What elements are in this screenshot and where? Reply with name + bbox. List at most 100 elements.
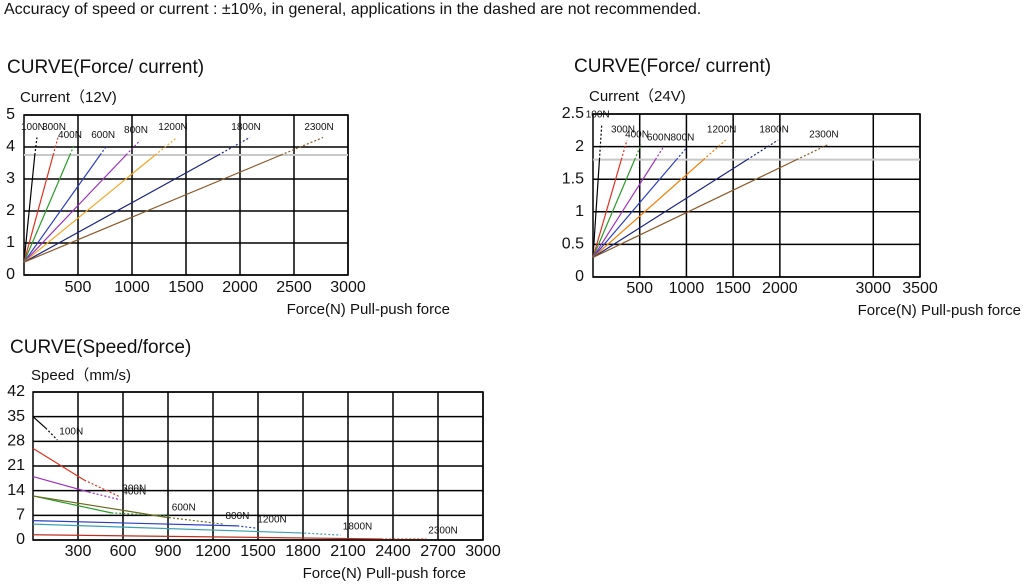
- series-label: 800N: [226, 511, 250, 522]
- y-tick-label: 42: [7, 383, 25, 400]
- series-line: [23, 154, 127, 263]
- series-label: 2300N: [809, 129, 838, 140]
- y-tick-label: 5: [6, 106, 15, 123]
- series-line: [32, 416, 47, 429]
- y-tick-label: 35: [7, 408, 25, 425]
- series-label: 600N: [91, 130, 115, 141]
- y-tick-label: 2: [6, 202, 15, 219]
- series-line: [45, 427, 58, 441]
- series-line: [300, 532, 341, 536]
- series-line: [69, 145, 75, 156]
- x-tick-label: 3000: [330, 279, 366, 296]
- series-line: [592, 159, 748, 258]
- series-line: [592, 159, 636, 258]
- series-line: [592, 159, 656, 258]
- series-label: 300N: [122, 484, 146, 495]
- x-tick-label: 1800: [285, 543, 321, 560]
- series-line: [598, 125, 603, 160]
- series-line: [125, 140, 141, 156]
- y-tick-label: 0: [16, 531, 25, 548]
- x-tick-label: 1500: [240, 543, 276, 560]
- series-label: 2300N: [428, 526, 457, 537]
- y-tick-label: 1: [6, 234, 15, 251]
- y-tick-label: 0: [575, 268, 584, 285]
- series-line: [675, 147, 687, 161]
- y-tick-label: 0.5: [562, 236, 584, 253]
- y-tick-label: 7: [16, 507, 25, 524]
- series-line: [746, 139, 779, 161]
- series-line: [23, 154, 36, 263]
- series-line: [634, 144, 642, 160]
- series-label: 100N: [586, 110, 610, 121]
- series-line: [23, 154, 54, 263]
- series-label: 1800N: [759, 125, 788, 136]
- x-tick-label: 2500: [276, 279, 312, 296]
- series-label: 300N: [611, 125, 635, 136]
- series-line: [592, 159, 677, 258]
- y-tick-label: 3: [6, 170, 15, 187]
- series-line: [32, 447, 85, 481]
- y-tick-label: 14: [7, 482, 25, 499]
- y-tick-label: 2: [575, 138, 584, 155]
- series-label: 1800N: [343, 522, 372, 533]
- x-axis-label: Force(N) Pull-push force: [858, 302, 1021, 319]
- series-line: [218, 136, 251, 156]
- chart-title: CURVE(Force/ current): [7, 57, 204, 78]
- series-line: [52, 137, 59, 156]
- x-tick-label: 1000: [669, 280, 705, 297]
- y-tick-label: 2.5: [562, 105, 584, 122]
- series-label: 100N: [21, 122, 45, 133]
- series-line: [654, 147, 664, 160]
- series-line: [88, 491, 121, 501]
- series-line: [32, 475, 89, 493]
- series-line: [23, 154, 219, 263]
- x-axis-label: Force(N) Pull-push force: [303, 565, 466, 582]
- x-axis-label: Force(N) Pull-push force: [287, 301, 450, 318]
- series-line: [111, 512, 170, 517]
- x-tick-label: 500: [65, 279, 92, 296]
- y-axis-label: Current（12V): [20, 89, 117, 106]
- series-label: 100N: [59, 427, 83, 438]
- x-tick-label: 1500: [715, 280, 751, 297]
- series-label: 600N: [172, 503, 196, 514]
- series-label: 600N: [647, 133, 671, 144]
- note: Accuracy of speed or current : ±10%, in …: [4, 1, 701, 18]
- series-line: [592, 159, 601, 258]
- series-line: [592, 159, 622, 258]
- series-line: [592, 159, 797, 258]
- series-line: [34, 137, 38, 156]
- series-line: [23, 154, 101, 263]
- x-tick-label: 2000: [762, 280, 798, 297]
- x-tick-label: 2000: [222, 279, 258, 296]
- y-tick-label: 28: [7, 433, 25, 450]
- series-label: 800N: [670, 133, 694, 144]
- y-axis-label: Current（24V): [589, 88, 686, 105]
- x-tick-label: 2700: [420, 543, 456, 560]
- series-label: 2300N: [304, 122, 333, 133]
- series-line: [237, 525, 256, 529]
- series-line: [796, 144, 829, 161]
- series-line: [23, 154, 156, 263]
- x-tick-label: 1500: [168, 279, 204, 296]
- chart-title: CURVE(Force/ current): [574, 56, 771, 77]
- series-line: [32, 520, 238, 527]
- series-label: 300N: [42, 122, 66, 133]
- series-line: [32, 534, 382, 540]
- series-label: 400N: [58, 130, 82, 141]
- series-line: [154, 136, 178, 156]
- series-line: [32, 495, 166, 518]
- series-line: [23, 154, 71, 263]
- series-line: [23, 154, 282, 263]
- x-tick-label: 3000: [855, 280, 891, 297]
- series-line: [32, 523, 301, 534]
- series-line: [32, 495, 112, 514]
- y-axis-label: Speed（mm/s): [31, 367, 131, 384]
- y-tick-label: 1: [575, 203, 584, 220]
- series-line: [164, 516, 224, 525]
- x-tick-label: 1000: [114, 279, 150, 296]
- x-tick-label: 2100: [330, 543, 366, 560]
- series-line: [592, 159, 704, 258]
- x-tick-label: 1200: [195, 543, 231, 560]
